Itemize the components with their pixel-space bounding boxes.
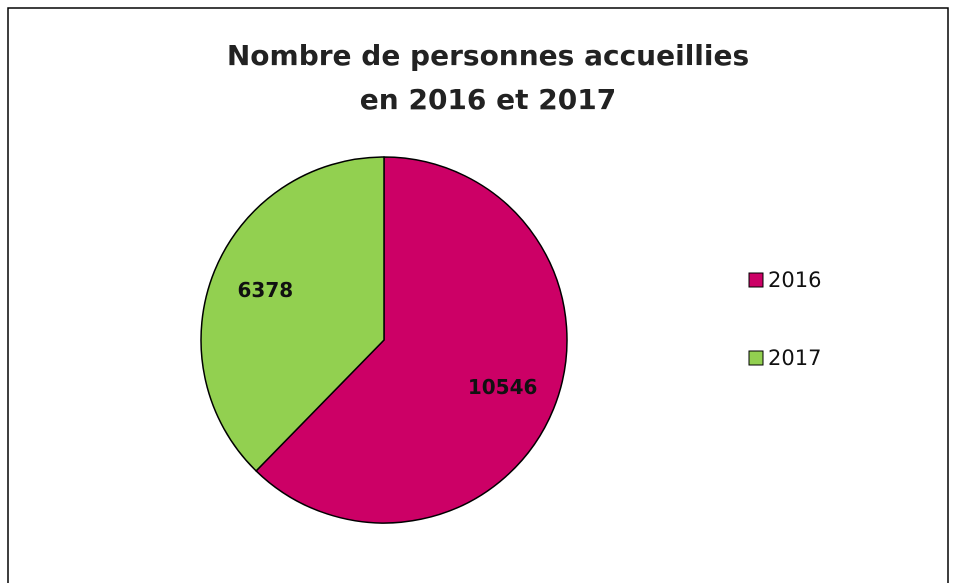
legend-label: 2016 — [768, 268, 821, 292]
legend-swatch — [748, 350, 764, 366]
data-label: 10546 — [468, 375, 538, 399]
chart-title: Nombre de personnes accueillies — [227, 39, 749, 72]
legend-label: 2017 — [768, 346, 821, 370]
pie-slice — [200, 156, 385, 472]
pie-slice — [255, 156, 568, 524]
data-label: 6378 — [238, 278, 294, 302]
chart-title: en 2016 et 2017 — [360, 83, 616, 116]
legend-swatch — [748, 272, 764, 288]
